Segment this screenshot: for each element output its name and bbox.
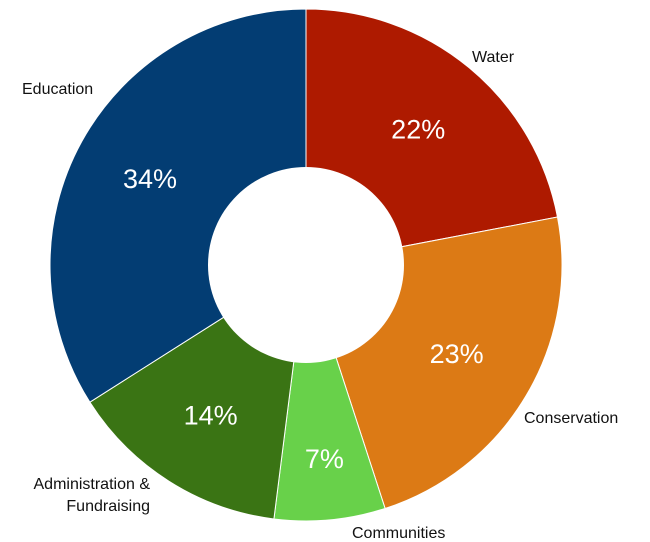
category-label-conservation: Conservation	[524, 410, 618, 427]
percent-label-conservation: 23%	[430, 339, 484, 369]
category-label-communities: Communities	[352, 525, 445, 542]
percent-label-water: 22%	[391, 114, 445, 144]
category-labels: Water Conservation Communities Administrati…	[22, 49, 618, 542]
percent-label-education: 34%	[123, 164, 177, 194]
donut-hole	[208, 167, 404, 363]
category-label-administration-and-fundraising: Administration & Fundraising	[34, 476, 151, 515]
percent-label-communities: 7%	[305, 444, 344, 474]
category-label-education: Education	[22, 81, 93, 98]
percent-labels: 22% 23% 7% 14% 34%	[123, 114, 484, 474]
percent-label-administration-and-fundraising: 14%	[184, 400, 238, 430]
category-label-water: Water	[472, 49, 515, 66]
